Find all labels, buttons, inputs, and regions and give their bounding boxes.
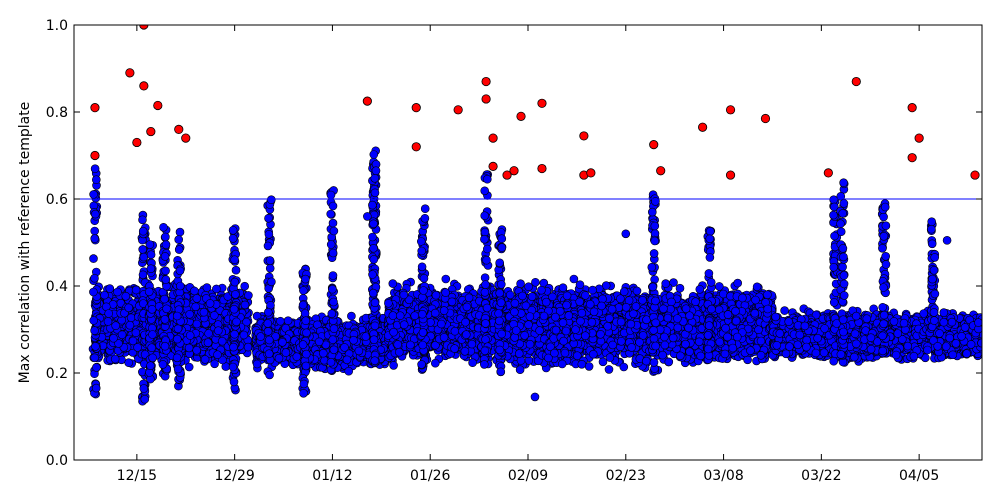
data-point-blue [202, 283, 212, 292]
data-point-blue [210, 359, 219, 369]
data-point-blue [283, 316, 293, 326]
data-point-blue [110, 354, 120, 364]
data-point-blue [192, 294, 202, 303]
data-point-blue [281, 348, 291, 357]
data-point-blue [347, 311, 356, 321]
data-point-blue [113, 287, 122, 297]
data-point-blue [276, 316, 285, 326]
data-point-blue [274, 353, 284, 363]
data-point-blue [109, 333, 118, 343]
data-point-blue [349, 335, 358, 345]
data-point-blue [210, 311, 219, 320]
data-point-blue [126, 313, 136, 323]
data-point-blue [185, 331, 195, 340]
data-point-blue [441, 274, 451, 284]
data-point-blue [121, 291, 131, 301]
data-point-blue [212, 284, 221, 294]
data-point-blue [344, 366, 354, 376]
data-point-blue [354, 346, 364, 356]
data-point-blue [111, 321, 120, 331]
data-point-blue [292, 352, 302, 362]
data-point-blue [318, 348, 328, 358]
data-point-blue [192, 319, 202, 329]
data-point-blue [252, 359, 262, 369]
data-point-blue [243, 342, 253, 352]
data-point-blue [200, 355, 210, 364]
data-point-blue [205, 299, 215, 308]
data-point-blue [569, 274, 579, 284]
data-point-blue [103, 317, 113, 326]
data-point-blue [314, 337, 324, 347]
data-point-blue [203, 338, 213, 347]
data-point-blue [213, 350, 222, 360]
data-point-blue [190, 286, 199, 296]
data-point-blue [199, 307, 209, 317]
data-point-blue [117, 330, 127, 340]
data-point-blue [244, 291, 253, 300]
data-point-blue [184, 362, 194, 372]
data-point-blue [105, 284, 115, 293]
data-point-blue [192, 345, 201, 355]
data-point-blue [125, 320, 135, 330]
data-point-blue [131, 328, 141, 338]
data-point-blue [240, 281, 249, 291]
data-point-blue [100, 290, 109, 300]
data-point-blue [256, 332, 265, 341]
data-point-blue [340, 343, 349, 352]
data-point-blue [217, 336, 227, 346]
data-point-blue [214, 326, 223, 336]
data-point-blue [204, 329, 213, 338]
data-point-blue [278, 337, 287, 347]
data-point-blue [239, 330, 249, 340]
data-point-blue [185, 309, 194, 319]
plot-area [74, 25, 982, 406]
data-point-blue [124, 358, 133, 368]
data-point-blue [124, 303, 133, 313]
data-point-blue [342, 355, 352, 365]
data-point-blue [131, 285, 141, 295]
data-point-blue [104, 309, 113, 318]
data-point-blue [240, 300, 250, 310]
